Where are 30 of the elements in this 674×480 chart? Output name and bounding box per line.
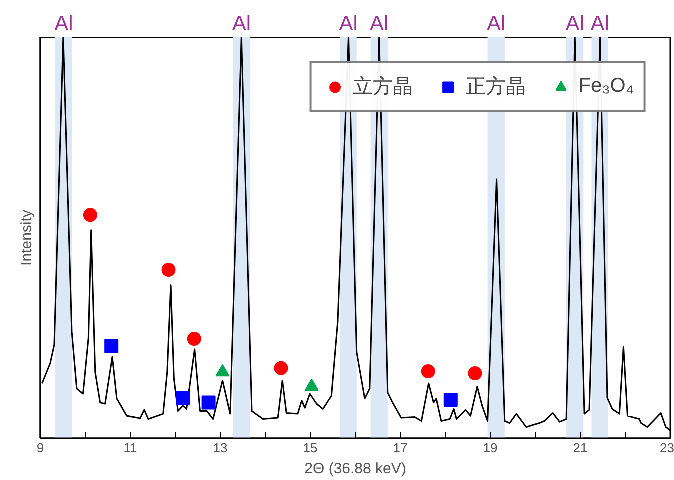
point (468, 366, 482, 381)
point (202, 396, 216, 410)
legend-label: Fe₃O₄ (578, 75, 634, 98)
band-label: Al (590, 12, 610, 36)
x-tick-label: 15 (303, 440, 318, 456)
x-tick-label: 9 (36, 440, 44, 456)
x-tick-label: 19 (483, 440, 498, 456)
point (176, 391, 190, 405)
point (444, 393, 458, 408)
band-label: Al (370, 12, 389, 36)
point (104, 339, 119, 354)
legend-label: 正方晶 (466, 75, 526, 100)
band-label: Al (566, 12, 584, 36)
band-label: Al (232, 12, 251, 36)
point (83, 208, 98, 222)
x-tick-label: 21 (573, 440, 588, 456)
x-tick-label: 17 (393, 440, 408, 456)
point (274, 361, 288, 376)
legend-label: 立方晶 (352, 75, 413, 100)
x-tick-label: 23 (660, 440, 674, 456)
point (187, 332, 202, 346)
x-tick-label: 13 (213, 440, 228, 456)
y-axis-title: Intensity (18, 210, 36, 266)
band-label: Al (487, 12, 506, 36)
band-label: Al (54, 12, 74, 36)
point (421, 364, 436, 379)
band-label: Al (339, 12, 358, 36)
x-axis-title: 2Θ (36.88 keV) (304, 460, 406, 478)
point (162, 263, 176, 278)
x-tick-label: 11 (124, 440, 138, 456)
